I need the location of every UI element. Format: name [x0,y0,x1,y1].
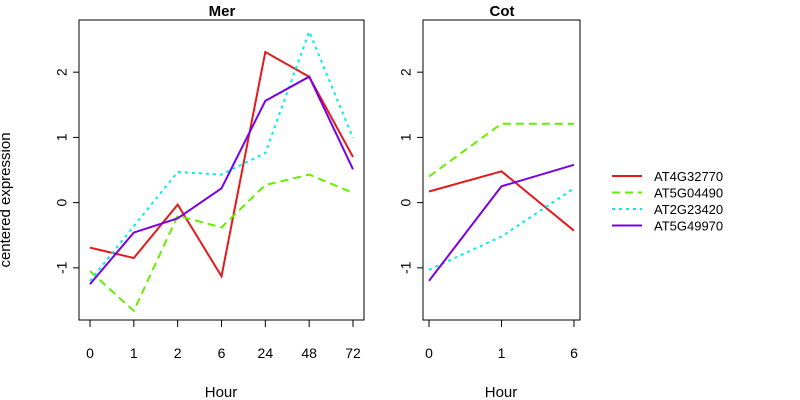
y-tick-label: 2 [398,68,414,76]
series-line-at5g04490 [428,122,574,178]
panel-mer-lines [89,28,354,313]
x-tick-label: 1 [498,345,506,361]
panel-cot-lines [428,122,575,282]
panel-cot: Cot -1 0 1 2 0 1 6 Hour [398,3,581,400]
series-line-at2g23420 [428,187,575,271]
y-tick-label: -1 [54,261,70,274]
x-tick-label: 6 [570,345,578,361]
panel-mer-x-label: Hour [205,384,238,400]
series-line-at5g49970 [89,75,354,285]
panel-mer-axes: -1 0 1 2 0 1 2 6 24 48 72 [54,68,361,361]
legend-label: AT5G04490 [654,186,723,201]
x-tick-label: 2 [174,345,182,361]
y-axis-label: centered expression [0,132,14,267]
y-tick-label: 0 [54,199,70,207]
panel-cot-title: Cot [490,3,515,20]
y-tick-label: 1 [54,133,70,141]
x-tick-label: 1 [130,345,138,361]
legend-label: AT5G49970 [654,219,723,234]
y-tick-label: -1 [398,261,414,274]
x-tick-label: 72 [345,345,361,361]
x-tick-label: 0 [425,345,433,361]
series-line-at5g04490 [89,173,354,313]
series-line-at2g23420 [89,28,354,282]
panel-cot-x-label: Hour [485,384,518,400]
x-tick-label: 6 [218,345,226,361]
series-line-at4g32770 [428,170,575,232]
x-tick-label: 48 [301,345,317,361]
y-tick-label: 0 [398,199,414,207]
panel-mer: Mer -1 0 1 2 0 1 2 6 24 48 72 Hour [54,3,365,400]
x-tick-label: 0 [86,345,94,361]
series-line-at5g49970 [428,163,575,282]
legend-label: AT4G32770 [654,169,723,184]
y-tick-label: 2 [54,68,70,76]
panel-mer-title: Mer [209,3,236,20]
y-tick-label: 1 [398,133,414,141]
panel-cot-axes: -1 0 1 2 0 1 6 [398,68,578,361]
x-tick-label: 24 [258,345,274,361]
legend-label: AT2G23420 [654,202,723,217]
